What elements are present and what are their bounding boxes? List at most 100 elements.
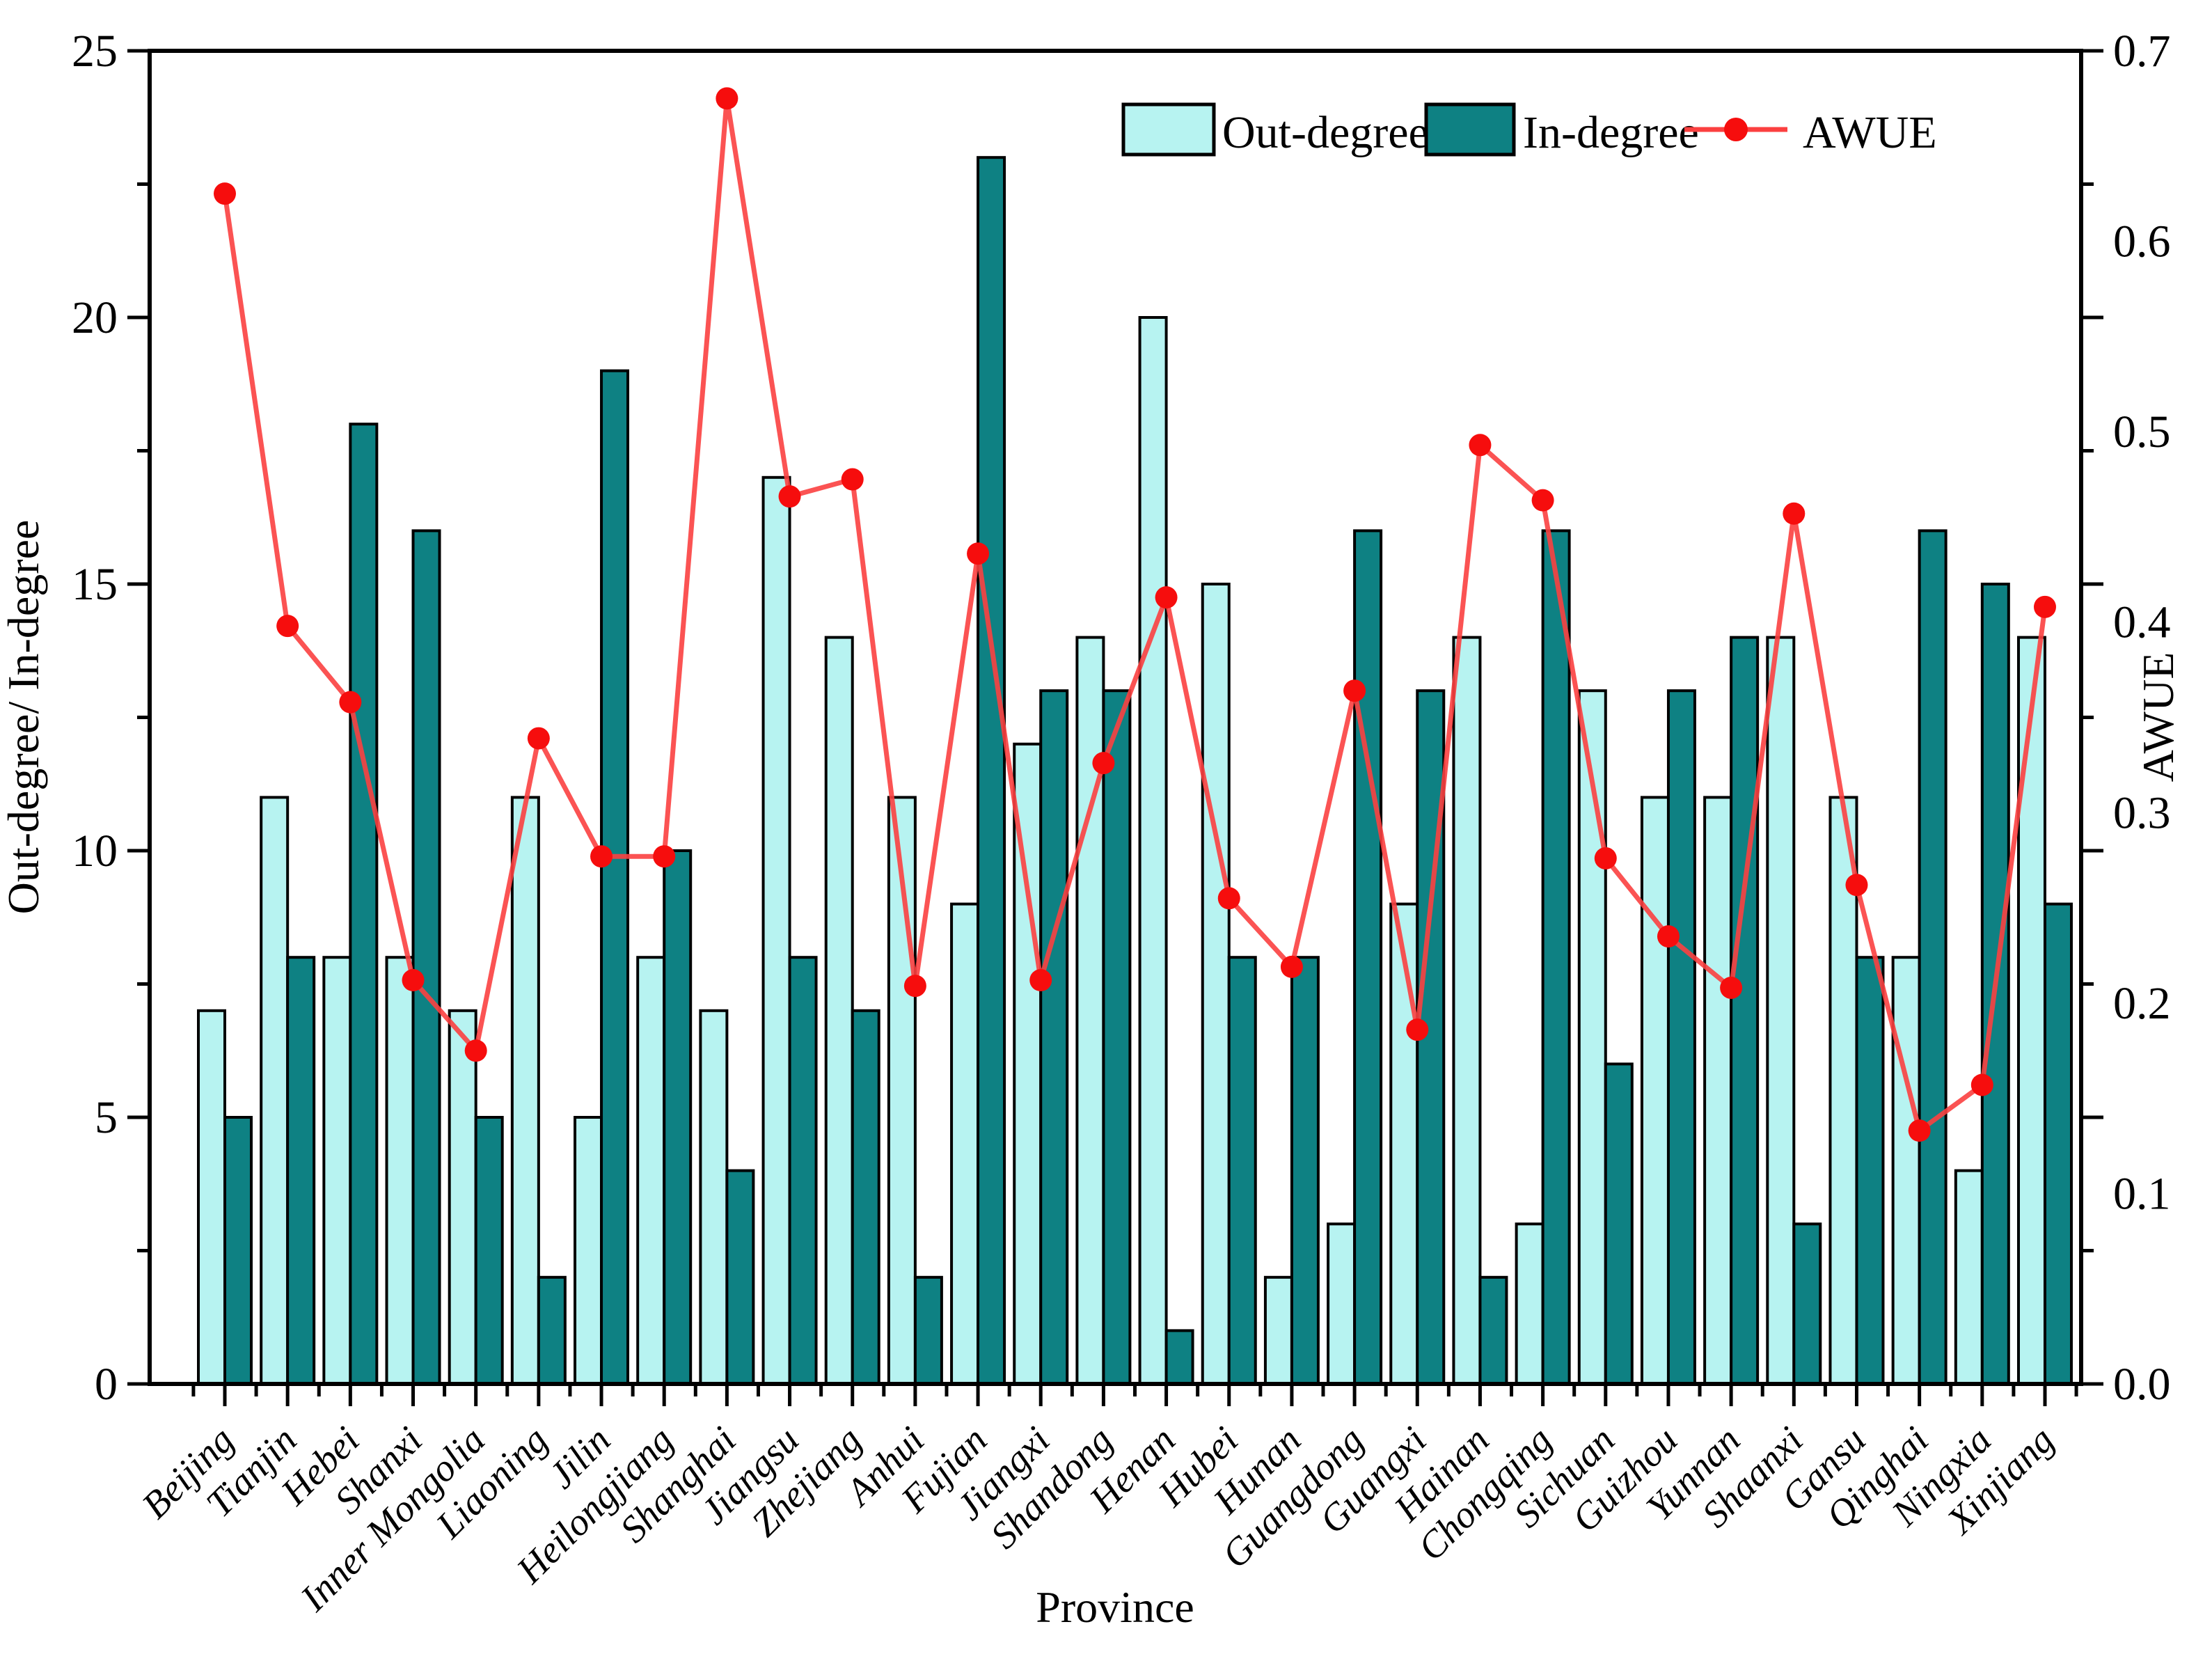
bar-in-degree: [913, 1275, 943, 1386]
awue-marker: [841, 468, 864, 491]
bar-in-degree: [1478, 1275, 1508, 1386]
x-axis-title: Province: [1036, 1582, 1194, 1632]
y-tick-label-right: 0.6: [2113, 217, 2171, 267]
awue-marker: [1970, 1073, 1993, 1096]
legend-marker-awue-icon: [1724, 118, 1748, 141]
bar-in-degree: [1102, 689, 1132, 1385]
legend-item-awue: AWUE: [1684, 107, 1937, 158]
awue-marker: [1908, 1119, 1931, 1142]
legend-swatch-in-degree: [1424, 102, 1516, 157]
y-tick-label-right: 0.5: [2113, 407, 2171, 457]
bar-out-degree: [2016, 636, 2046, 1385]
bar-out-degree: [322, 956, 352, 1385]
y-tick-label-left: 15: [72, 559, 118, 610]
bar-in-degree: [223, 1116, 253, 1385]
bar-out-degree: [1703, 796, 1733, 1385]
legend-label-in-degree: In-degree: [1523, 107, 1699, 158]
bar-out-degree: [1138, 316, 1168, 1385]
bar-out-degree: [1389, 902, 1419, 1385]
bar-in-degree: [1039, 689, 1069, 1385]
bar-out-degree: [761, 475, 791, 1385]
bar-in-degree: [1604, 1062, 1634, 1386]
bar-in-degree: [474, 1116, 504, 1385]
bar-in-degree: [1290, 956, 1320, 1385]
bar-in-degree: [851, 1009, 880, 1386]
awue-marker: [1092, 752, 1115, 775]
bar-in-degree: [349, 423, 379, 1386]
awue-marker: [1845, 874, 1868, 897]
awue-marker: [778, 485, 801, 508]
bar-out-degree: [1577, 689, 1607, 1385]
bar-out-degree: [385, 956, 415, 1385]
bar-in-degree: [1855, 956, 1885, 1385]
awue-marker: [464, 1039, 487, 1062]
y-tick-label-left: 20: [72, 292, 118, 343]
y-tick-label-right: 0.4: [2113, 597, 2171, 648]
awue-marker: [653, 845, 676, 868]
bar-out-degree: [260, 796, 290, 1385]
awue-marker: [276, 615, 299, 638]
bar-out-degree: [950, 902, 980, 1385]
awue-marker: [1280, 955, 1303, 978]
bar-out-degree: [699, 1009, 729, 1386]
awue-marker: [339, 691, 362, 714]
awue-marker: [1343, 679, 1366, 702]
awue-marker: [903, 975, 926, 998]
bar-out-degree: [1075, 636, 1105, 1385]
bar-in-degree: [411, 529, 441, 1385]
bar-out-degree: [1327, 1222, 1357, 1385]
bar-out-degree: [1766, 636, 1796, 1385]
y-tick-label-left: 0: [95, 1359, 118, 1410]
bar-in-degree: [1164, 1329, 1194, 1386]
bar-out-degree: [574, 1116, 603, 1385]
bar-in-degree: [788, 956, 818, 1385]
awue-marker: [1469, 434, 1492, 457]
y-tick-label-left: 5: [95, 1092, 118, 1143]
bar-out-degree: [510, 796, 540, 1385]
legend-label-awue: AWUE: [1803, 107, 1937, 158]
bar-out-degree: [1263, 1275, 1293, 1386]
bar-in-degree: [537, 1275, 567, 1386]
bar-out-degree: [1640, 796, 1670, 1385]
y-tick-label-right: 0.7: [2113, 26, 2171, 77]
legend-item-in-degree: In-degree: [1424, 102, 1699, 158]
awue-marker: [527, 727, 550, 750]
bar-in-degree: [1918, 529, 1948, 1385]
bar-out-degree: [1201, 583, 1231, 1385]
plot-area: 05101520250.00.10.20.30.40.50.60.7Beijin…: [72, 26, 2171, 1619]
legend: Out-degree In-degree AWUE: [1121, 102, 1937, 158]
y-tick-label-right: 0.1: [2113, 1168, 2171, 1219]
bar-in-degree: [1541, 529, 1571, 1385]
y-tick-label-left: 10: [72, 826, 118, 876]
bar-in-degree: [663, 849, 693, 1385]
legend-label-out-degree: Out-degree: [1222, 107, 1429, 158]
awue-marker: [402, 969, 425, 992]
awue-marker: [716, 87, 738, 110]
awue-marker: [1155, 586, 1178, 609]
bar-in-degree: [286, 956, 316, 1385]
bar-in-degree: [1792, 1222, 1822, 1385]
awue-marker: [1029, 969, 1052, 992]
awue-marker: [1657, 925, 1680, 948]
awue-marker: [1406, 1018, 1429, 1041]
y-tick-label-left: 25: [72, 26, 118, 77]
awue-line: [222, 97, 2048, 1135]
awue-marker: [1720, 976, 1743, 999]
bar-out-degree: [1891, 956, 1921, 1385]
legend-item-out-degree: Out-degree: [1121, 102, 1429, 158]
bar-in-degree: [977, 156, 1006, 1386]
bar-out-degree: [197, 1009, 226, 1386]
bar-in-degree: [2043, 902, 2073, 1385]
bar-out-degree: [1452, 636, 1482, 1385]
bar-out-degree: [1954, 1169, 1984, 1385]
bar-out-degree: [448, 1009, 477, 1386]
legend-swatch-out-degree: [1121, 102, 1216, 157]
y-tick-label-right: 0.0: [2113, 1359, 2171, 1410]
bar-in-degree: [725, 1169, 755, 1385]
y-axis-title-left: Out-degree/ In-degree: [0, 520, 48, 915]
bar-out-degree: [1515, 1222, 1545, 1385]
bar-in-degree: [1227, 956, 1257, 1385]
bar-in-degree: [1666, 689, 1696, 1385]
